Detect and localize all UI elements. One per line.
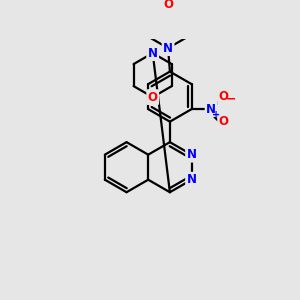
Text: O: O bbox=[163, 0, 173, 11]
Text: N: N bbox=[148, 46, 158, 60]
Text: O: O bbox=[148, 91, 158, 103]
Text: +: + bbox=[212, 110, 220, 119]
Text: O: O bbox=[219, 115, 229, 128]
Text: N: N bbox=[187, 148, 196, 161]
Text: N: N bbox=[206, 103, 216, 116]
Text: O: O bbox=[219, 90, 229, 103]
Text: −: − bbox=[226, 93, 236, 106]
Text: N: N bbox=[163, 42, 173, 55]
Text: N: N bbox=[187, 173, 196, 186]
